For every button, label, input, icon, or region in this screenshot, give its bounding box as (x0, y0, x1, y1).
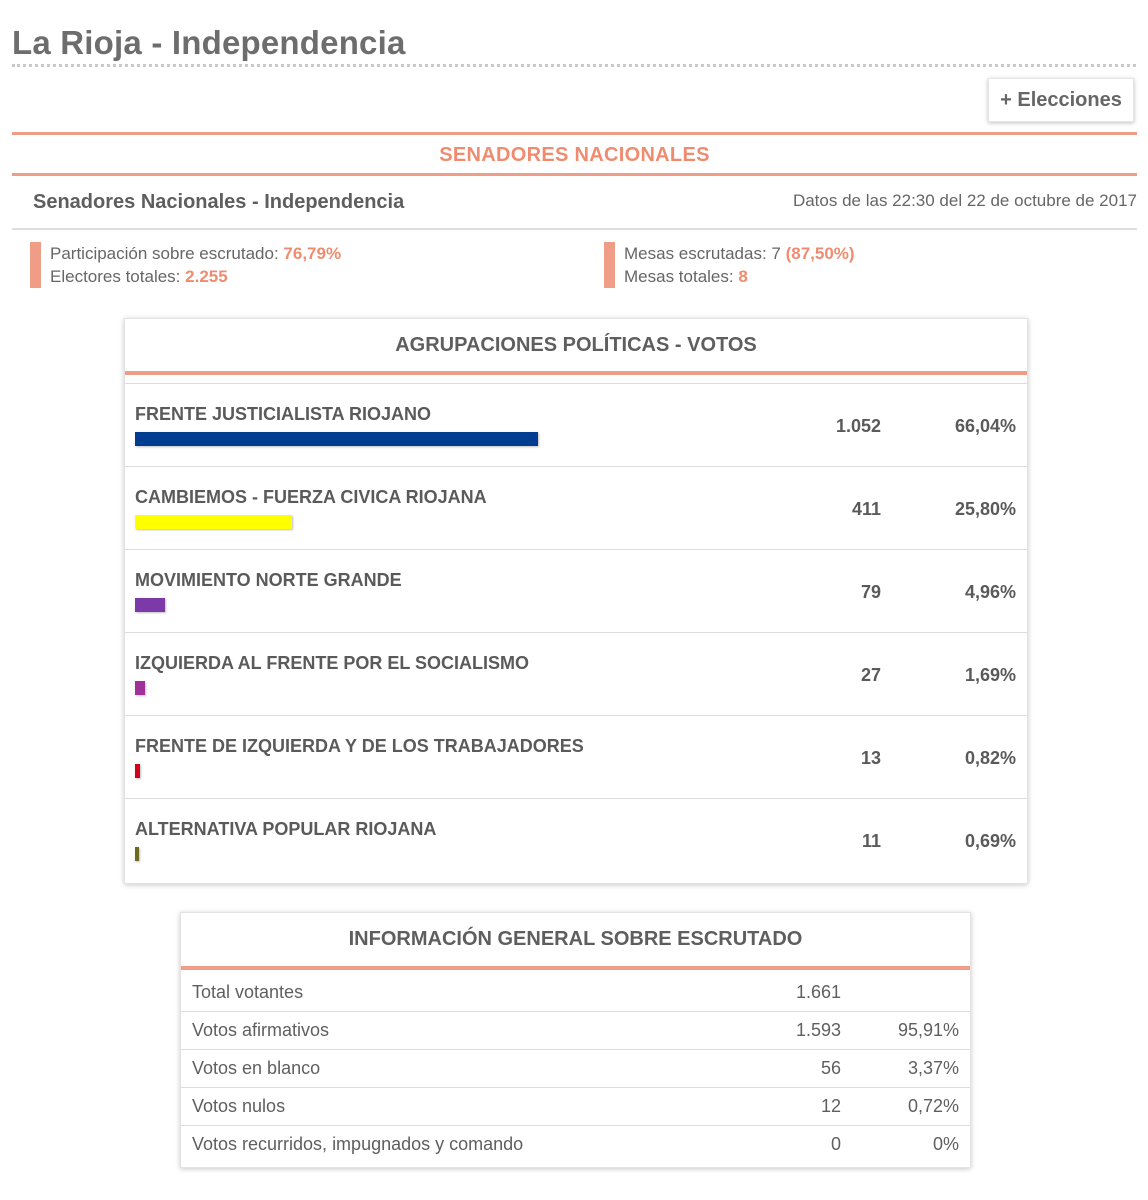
party-votes: 411 (851, 499, 881, 519)
section-title: SENADORES NACIONALES (12, 132, 1137, 176)
party-bar-track (135, 515, 765, 529)
party-percent: 4,96% (964, 582, 1016, 602)
party-vote-bar (135, 847, 139, 861)
party-name: FRENTE DE IZQUIERDA Y DE LOS TRABAJADORE… (135, 736, 584, 756)
party-percent: 1,69% (964, 665, 1016, 685)
participation-label: Participación sobre escrutado: (50, 244, 279, 263)
party-votes-card: AGRUPACIONES POLÍTICAS - VOTOS FRENTE JU… (124, 318, 1028, 884)
party-bar-track (135, 847, 765, 861)
section-subheader: Senadores Nacionales - Independencia Dat… (12, 180, 1137, 230)
general-info-table: Total votantes 1.661 Votos afirmativos 1… (181, 974, 970, 1163)
info-percent: 95,91% (897, 1020, 959, 1040)
mesas-escrutadas-line: Mesas escrutadas: 7 (87,50%) (624, 242, 855, 265)
table-row: Total votantes 1.661 (181, 974, 970, 1012)
info-label: Votos recurridos, impugnados y comando (192, 1134, 524, 1154)
party-row: ALTERNATIVA POPULAR RIOJANA 11 0,69% (125, 799, 1027, 881)
party-name: FRENTE JUSTICIALISTA RIOJANO (135, 404, 432, 424)
participation-line: Participación sobre escrutado: 76,79% (50, 242, 341, 265)
info-value: 0 (830, 1134, 841, 1154)
party-votes: 79 (860, 582, 881, 602)
table-row: Votos en blanco 56 3,37% (181, 1050, 970, 1088)
participation-value: 76,79% (283, 244, 342, 263)
info-value: 1.661 (795, 982, 841, 1002)
electors-label: Electores totales: (50, 267, 181, 286)
elecciones-button[interactable]: + Elecciones (988, 78, 1134, 122)
mesas-totales-value: 8 (738, 267, 748, 286)
title-divider (12, 64, 1136, 67)
party-row: FRENTE DE IZQUIERDA Y DE LOS TRABAJADORE… (125, 716, 1027, 799)
party-name: IZQUIERDA AL FRENTE POR EL SOCIALISMO (135, 653, 530, 673)
general-info-header: INFORMACIÓN GENERAL SOBRE ESCRUTADO (181, 913, 970, 970)
party-votes: 11 (861, 831, 881, 851)
party-percent: 25,80% (954, 499, 1016, 519)
info-percent: 0% (932, 1134, 959, 1154)
party-percent: 0,82% (964, 748, 1016, 768)
electors-value: 2.255 (185, 267, 228, 286)
party-row: FRENTE JUSTICIALISTA RIOJANO 1.052 66,04… (125, 384, 1027, 467)
info-value: 56 (820, 1058, 841, 1078)
party-votes: 1.052 (835, 416, 881, 436)
info-label: Votos afirmativos (192, 1020, 330, 1040)
general-info-card: INFORMACIÓN GENERAL SOBRE ESCRUTADO Tota… (180, 912, 971, 1168)
mesas-totales-label: Mesas totales: (624, 267, 734, 286)
info-percent: 0,72% (907, 1096, 959, 1116)
info-label: Votos en blanco (192, 1058, 321, 1078)
party-name: ALTERNATIVA POPULAR RIOJANA (135, 819, 437, 839)
info-value: 12 (820, 1096, 841, 1116)
party-row: IZQUIERDA AL FRENTE POR EL SOCIALISMO 27… (125, 633, 1027, 716)
mesas-stats: Mesas escrutadas: 7 (87,50%) Mesas total… (604, 242, 855, 288)
party-vote-bar (135, 515, 292, 529)
table-row: Votos nulos 12 0,72% (181, 1088, 970, 1126)
party-name: MOVIMIENTO NORTE GRANDE (135, 570, 402, 590)
mesas-escrutadas-value: (87,50%) (785, 244, 855, 263)
info-label: Votos nulos (192, 1096, 286, 1116)
mesas-totales-line: Mesas totales: 8 (624, 265, 855, 288)
info-value: 1.593 (795, 1020, 841, 1040)
party-votes: 27 (860, 665, 881, 685)
party-vote-bar (135, 764, 140, 778)
info-label: Total votantes (192, 982, 304, 1002)
party-bar-track (135, 764, 765, 778)
section-subtitle: Senadores Nacionales - Independencia (33, 191, 405, 213)
page-title: La Rioja - Independencia (12, 24, 406, 61)
mesas-escrutadas-label: Mesas escrutadas: 7 (624, 244, 781, 263)
electors-line: Electores totales: 2.255 (50, 265, 341, 288)
party-bar-track (135, 432, 765, 446)
party-votes: 13 (860, 748, 881, 768)
info-percent: 3,37% (907, 1058, 959, 1078)
party-vote-bar (135, 681, 145, 695)
table-row: Votos afirmativos 1.593 95,91% (181, 1012, 970, 1050)
party-votes-header: AGRUPACIONES POLÍTICAS - VOTOS (125, 319, 1027, 375)
party-name: CAMBIEMOS - FUERZA CIVICA RIOJANA (135, 487, 487, 507)
party-bar-track (135, 598, 765, 612)
party-bar-track (135, 681, 765, 695)
table-row: Votos recurridos, impugnados y comando 0… (181, 1126, 970, 1163)
participation-stats: Participación sobre escrutado: 76,79% El… (30, 242, 341, 288)
data-timestamp: Datos de las 22:30 del 22 de octubre de … (792, 191, 1137, 210)
party-percent: 0,69% (964, 831, 1016, 851)
party-vote-bar (135, 432, 538, 446)
party-row: CAMBIEMOS - FUERZA CIVICA RIOJANA 411 25… (125, 467, 1027, 550)
party-percent: 66,04% (954, 416, 1016, 436)
party-row: MOVIMIENTO NORTE GRANDE 79 4,96% (125, 550, 1027, 633)
party-vote-bar (135, 598, 165, 612)
party-list: FRENTE JUSTICIALISTA RIOJANO 1.052 66,04… (125, 383, 1027, 881)
